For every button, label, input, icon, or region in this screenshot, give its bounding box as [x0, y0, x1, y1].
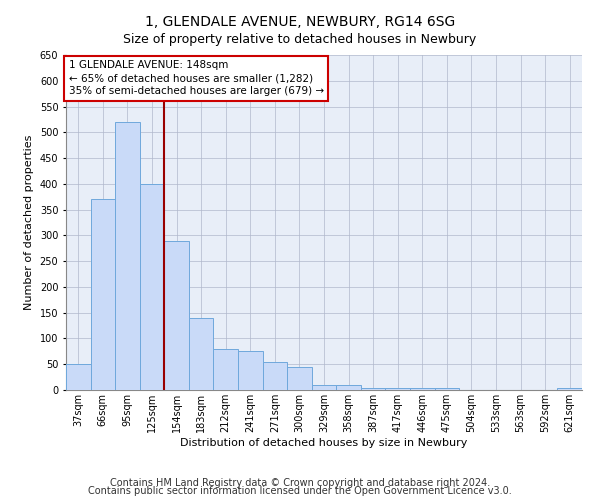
Bar: [263, 362, 287, 390]
Bar: [312, 385, 336, 390]
Bar: [66, 364, 91, 390]
Bar: [140, 184, 164, 390]
Text: Size of property relative to detached houses in Newbury: Size of property relative to detached ho…: [124, 32, 476, 46]
Bar: [115, 122, 140, 390]
Bar: [91, 200, 115, 390]
Text: Contains public sector information licensed under the Open Government Licence v3: Contains public sector information licen…: [88, 486, 512, 496]
Bar: [164, 240, 189, 390]
Bar: [189, 318, 214, 390]
Y-axis label: Number of detached properties: Number of detached properties: [24, 135, 34, 310]
Bar: [287, 367, 312, 390]
Text: 1 GLENDALE AVENUE: 148sqm
← 65% of detached houses are smaller (1,282)
35% of se: 1 GLENDALE AVENUE: 148sqm ← 65% of detac…: [68, 60, 324, 96]
Bar: [410, 388, 434, 390]
Bar: [557, 388, 582, 390]
Bar: [238, 352, 263, 390]
Bar: [361, 388, 385, 390]
X-axis label: Distribution of detached houses by size in Newbury: Distribution of detached houses by size …: [181, 438, 467, 448]
Text: Contains HM Land Registry data © Crown copyright and database right 2024.: Contains HM Land Registry data © Crown c…: [110, 478, 490, 488]
Bar: [385, 388, 410, 390]
Bar: [434, 388, 459, 390]
Bar: [214, 349, 238, 390]
Text: 1, GLENDALE AVENUE, NEWBURY, RG14 6SG: 1, GLENDALE AVENUE, NEWBURY, RG14 6SG: [145, 15, 455, 29]
Bar: [336, 385, 361, 390]
